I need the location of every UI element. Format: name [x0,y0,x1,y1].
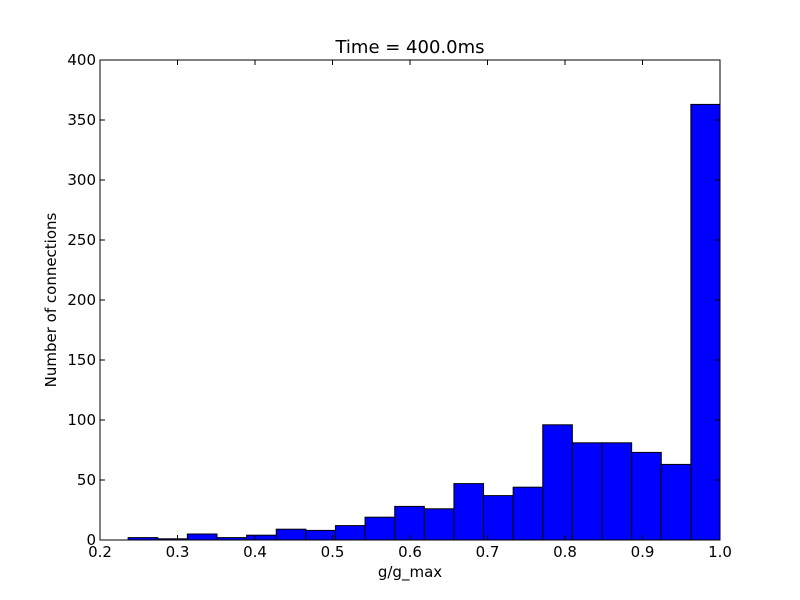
histogram-bar [453,483,485,541]
y-tick-label: 300 [67,171,96,189]
bars-group [127,103,721,541]
x-tick-label: 0.2 [88,543,112,561]
x-tick-label: 0.6 [398,543,422,561]
histogram-bar [631,451,662,541]
histogram-bar [571,442,603,541]
x-tick-label: 0.4 [243,543,267,561]
y-tick-label: 50 [77,471,96,489]
x-tick-label: 0.9 [631,543,655,561]
histogram-bar [394,505,425,541]
histogram-bar [512,486,544,541]
histogram-bar [275,528,307,541]
histogram-bar [660,463,692,541]
histogram-bar [542,424,573,541]
y-tick-label: 100 [67,411,96,429]
y-tick-label: 400 [67,51,96,69]
x-tick-label: 1.0 [708,543,732,561]
chart-title: Time = 400.0ms [334,37,484,58]
histogram-bar [483,495,514,541]
x-tick-label: 0.7 [476,543,500,561]
y-tick-label: 250 [67,231,96,249]
histogram-bar [364,516,396,541]
histogram-bar [601,442,633,541]
histogram-bar [423,508,455,541]
x-tick-label: 0.5 [321,543,345,561]
x-tick-label: 0.3 [166,543,190,561]
x-axis-label: g/g_max [378,563,442,582]
y-tick-label: 350 [67,111,96,129]
histogram-bar [186,533,218,541]
y-tick-label: 150 [67,351,96,369]
y-axis-label: Number of connections [42,212,60,387]
histogram-bar [305,529,336,541]
y-tick-label: 200 [67,291,96,309]
x-tick-label: 0.8 [553,543,577,561]
histogram-bar [690,103,721,541]
histogram-bar [246,534,277,541]
y-tick-label: 0 [86,531,96,549]
histogram-bar [334,525,366,541]
ticks-group: 0.2 0.3 0.4 0.5 0.6 0.7 0.8 0.9 1.0 0 50 100 150 200 2… [67,51,732,561]
